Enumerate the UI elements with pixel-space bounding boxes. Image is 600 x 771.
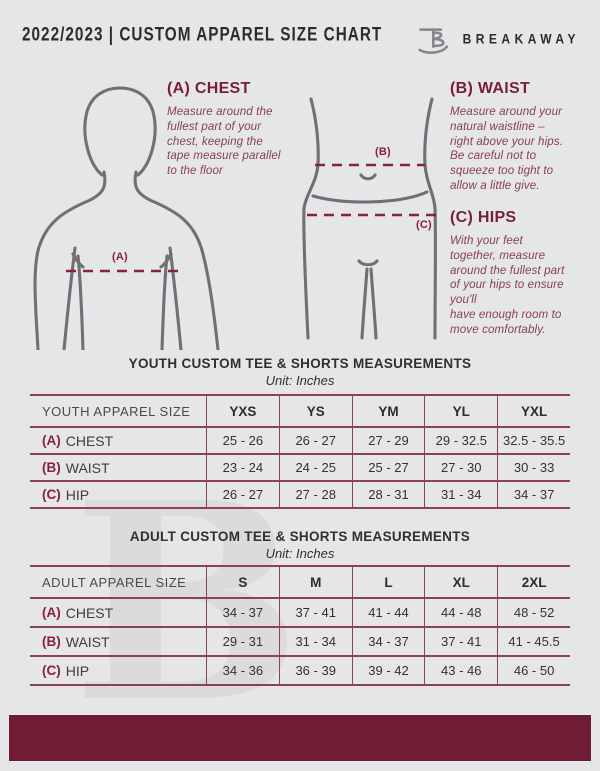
size-header-m: M xyxy=(278,567,352,597)
size-header-yxs: YXS xyxy=(206,396,279,426)
measurement-value: 37 - 41 xyxy=(424,628,497,655)
measurement-value: 29 - 31 xyxy=(206,628,279,655)
measurement-value: 31 - 34 xyxy=(278,628,352,655)
adult-size-column-header: ADULT APPAREL SIZE xyxy=(42,574,187,590)
chest-diagram xyxy=(33,86,220,350)
chest-guide: (A) CHEST Measure around the fullest par… xyxy=(167,80,312,179)
measurement-value: 27 - 30 xyxy=(424,455,497,480)
waist-line-marker: (B) xyxy=(375,146,391,158)
measurement-value: 26 - 27 xyxy=(206,482,279,507)
adult-table-title: ADULT CUSTOM TEE & SHORTS MEASUREMENTS xyxy=(129,529,471,544)
measurement-value: 25 - 27 xyxy=(351,455,425,480)
measurement-value: 39 - 42 xyxy=(351,657,425,684)
measurement-value: 34 - 36 xyxy=(206,657,279,684)
youth-table-title: YOUTH CUSTOM TEE & SHORTS MEASUREMENTS xyxy=(128,356,472,371)
youth-waist-row: (B) WAIST 23 - 24 24 - 25 25 - 27 27 - 3… xyxy=(30,455,570,482)
adult-waist-row: (B) WAIST 29 - 31 31 - 34 34 - 37 37 - 4… xyxy=(30,628,570,657)
measurement-value: 43 - 46 xyxy=(424,657,497,684)
measurement-value: 46 - 50 xyxy=(497,657,570,684)
row-label: (C) HIP xyxy=(30,657,206,684)
row-prefix: (A) xyxy=(42,605,61,620)
brand-logo: BREAKAWAY xyxy=(416,22,580,56)
measurement-value: 41 - 45.5 xyxy=(497,628,570,655)
brand-watermark-letter: B xyxy=(72,444,302,763)
youth-unit-label: Unit: Inches xyxy=(265,373,335,388)
measurement-value: 34 - 37 xyxy=(206,599,279,626)
measurement-value: 31 - 34 xyxy=(424,482,497,507)
size-header-xl: XL xyxy=(424,567,497,597)
youth-header-row: YOUTH APPAREL SIZE YXS YS YM YL YXL xyxy=(30,396,570,428)
footer-bar xyxy=(8,714,592,762)
hips-line-marker: (C) xyxy=(416,219,432,231)
hips-guide-text: With your feet together, measure around … xyxy=(450,234,565,336)
measurement-value: 44 - 48 xyxy=(424,599,497,626)
hips-guide: (C) HIPS With your feet together, measur… xyxy=(450,209,595,338)
row-prefix: (B) xyxy=(42,634,61,649)
youth-size-table: YOUTH APPAREL SIZE YXS YS YM YL YXL (A) … xyxy=(30,394,570,509)
size-header-yxl: YXL xyxy=(497,396,570,426)
chest-line-marker: (A) xyxy=(112,251,128,263)
youth-hip-row: (C) HIP 26 - 27 27 - 28 28 - 31 31 - 34 … xyxy=(30,482,570,509)
size-header-ys: YS xyxy=(278,396,352,426)
measurement-value: 25 - 26 xyxy=(206,428,279,453)
measurement-value: 27 - 28 xyxy=(278,482,352,507)
row-prefix: (B) xyxy=(42,460,61,475)
row-label: (C) HIP xyxy=(30,482,206,507)
size-header-ym: YM xyxy=(351,396,425,426)
adult-size-table: ADULT APPAREL SIZE S M L XL 2XL (A) CHES… xyxy=(30,565,570,686)
adult-unit-label: Unit: Inches xyxy=(265,546,335,561)
row-prefix: (C) xyxy=(42,487,61,502)
youth-size-column-header: YOUTH APPAREL SIZE xyxy=(42,403,191,419)
row-label-text: CHEST xyxy=(65,432,114,449)
row-label: (B) WAIST xyxy=(30,628,206,655)
measurement-value: 24 - 25 xyxy=(278,455,352,480)
size-header-yl: YL xyxy=(424,396,497,426)
measurement-value: 26 - 27 xyxy=(278,428,352,453)
measurement-value: 34 - 37 xyxy=(351,628,425,655)
measurement-value: 34 - 37 xyxy=(497,482,570,507)
row-label-text: WAIST xyxy=(65,459,110,476)
measurement-value: 29 - 32.5 xyxy=(424,428,497,453)
measurement-value: 32.5 - 35.5 xyxy=(497,428,570,453)
row-label: (A) CHEST xyxy=(30,599,206,626)
page-title: 2022/2023 | CUSTOM APPAREL SIZE CHART xyxy=(22,23,383,46)
measurement-value: 37 - 41 xyxy=(278,599,352,626)
chest-guide-text: Measure around the fullest part of your … xyxy=(167,105,281,178)
breakaway-monogram-icon xyxy=(416,22,454,56)
measurement-value: 23 - 24 xyxy=(206,455,279,480)
size-header-2xl: 2XL xyxy=(497,567,570,597)
youth-chest-row: (A) CHEST 25 - 26 26 - 27 27 - 29 29 - 3… xyxy=(30,428,570,455)
row-label-text: CHEST xyxy=(65,604,114,621)
row-label: (A) CHEST xyxy=(30,428,206,453)
adult-header-row: ADULT APPAREL SIZE S M L XL 2XL xyxy=(30,567,570,599)
row-label-text: HIP xyxy=(65,486,90,503)
measurement-value: 30 - 33 xyxy=(497,455,570,480)
row-label-text: WAIST xyxy=(65,633,110,650)
measurement-value: 41 - 44 xyxy=(351,599,425,626)
row-prefix: (A) xyxy=(42,433,61,448)
waist-guide-heading: (B) WAIST xyxy=(450,80,531,97)
waist-guide: (B) WAIST Measure around your natural wa… xyxy=(450,80,592,194)
measurement-value: 27 - 29 xyxy=(351,428,425,453)
adult-chest-row: (A) CHEST 34 - 37 37 - 41 41 - 44 44 - 4… xyxy=(30,599,570,628)
row-label: (B) WAIST xyxy=(30,455,206,480)
measurement-value: 28 - 31 xyxy=(351,482,425,507)
chest-guide-heading: (A) CHEST xyxy=(167,80,251,97)
brand-name: BREAKAWAY xyxy=(462,30,580,48)
hips-guide-heading: (C) HIPS xyxy=(450,209,517,226)
row-label-text: HIP xyxy=(65,662,90,679)
row-prefix: (C) xyxy=(42,663,61,678)
size-header-l: L xyxy=(351,567,425,597)
waist-guide-text: Measure around your natural waistline – … xyxy=(450,105,564,192)
adult-hip-row: (C) HIP 34 - 36 36 - 39 39 - 42 43 - 46 … xyxy=(30,657,570,686)
measurement-value: 36 - 39 xyxy=(278,657,352,684)
waist-hips-diagram xyxy=(302,97,437,340)
measurement-value: 48 - 52 xyxy=(497,599,570,626)
size-header-s: S xyxy=(206,567,279,597)
